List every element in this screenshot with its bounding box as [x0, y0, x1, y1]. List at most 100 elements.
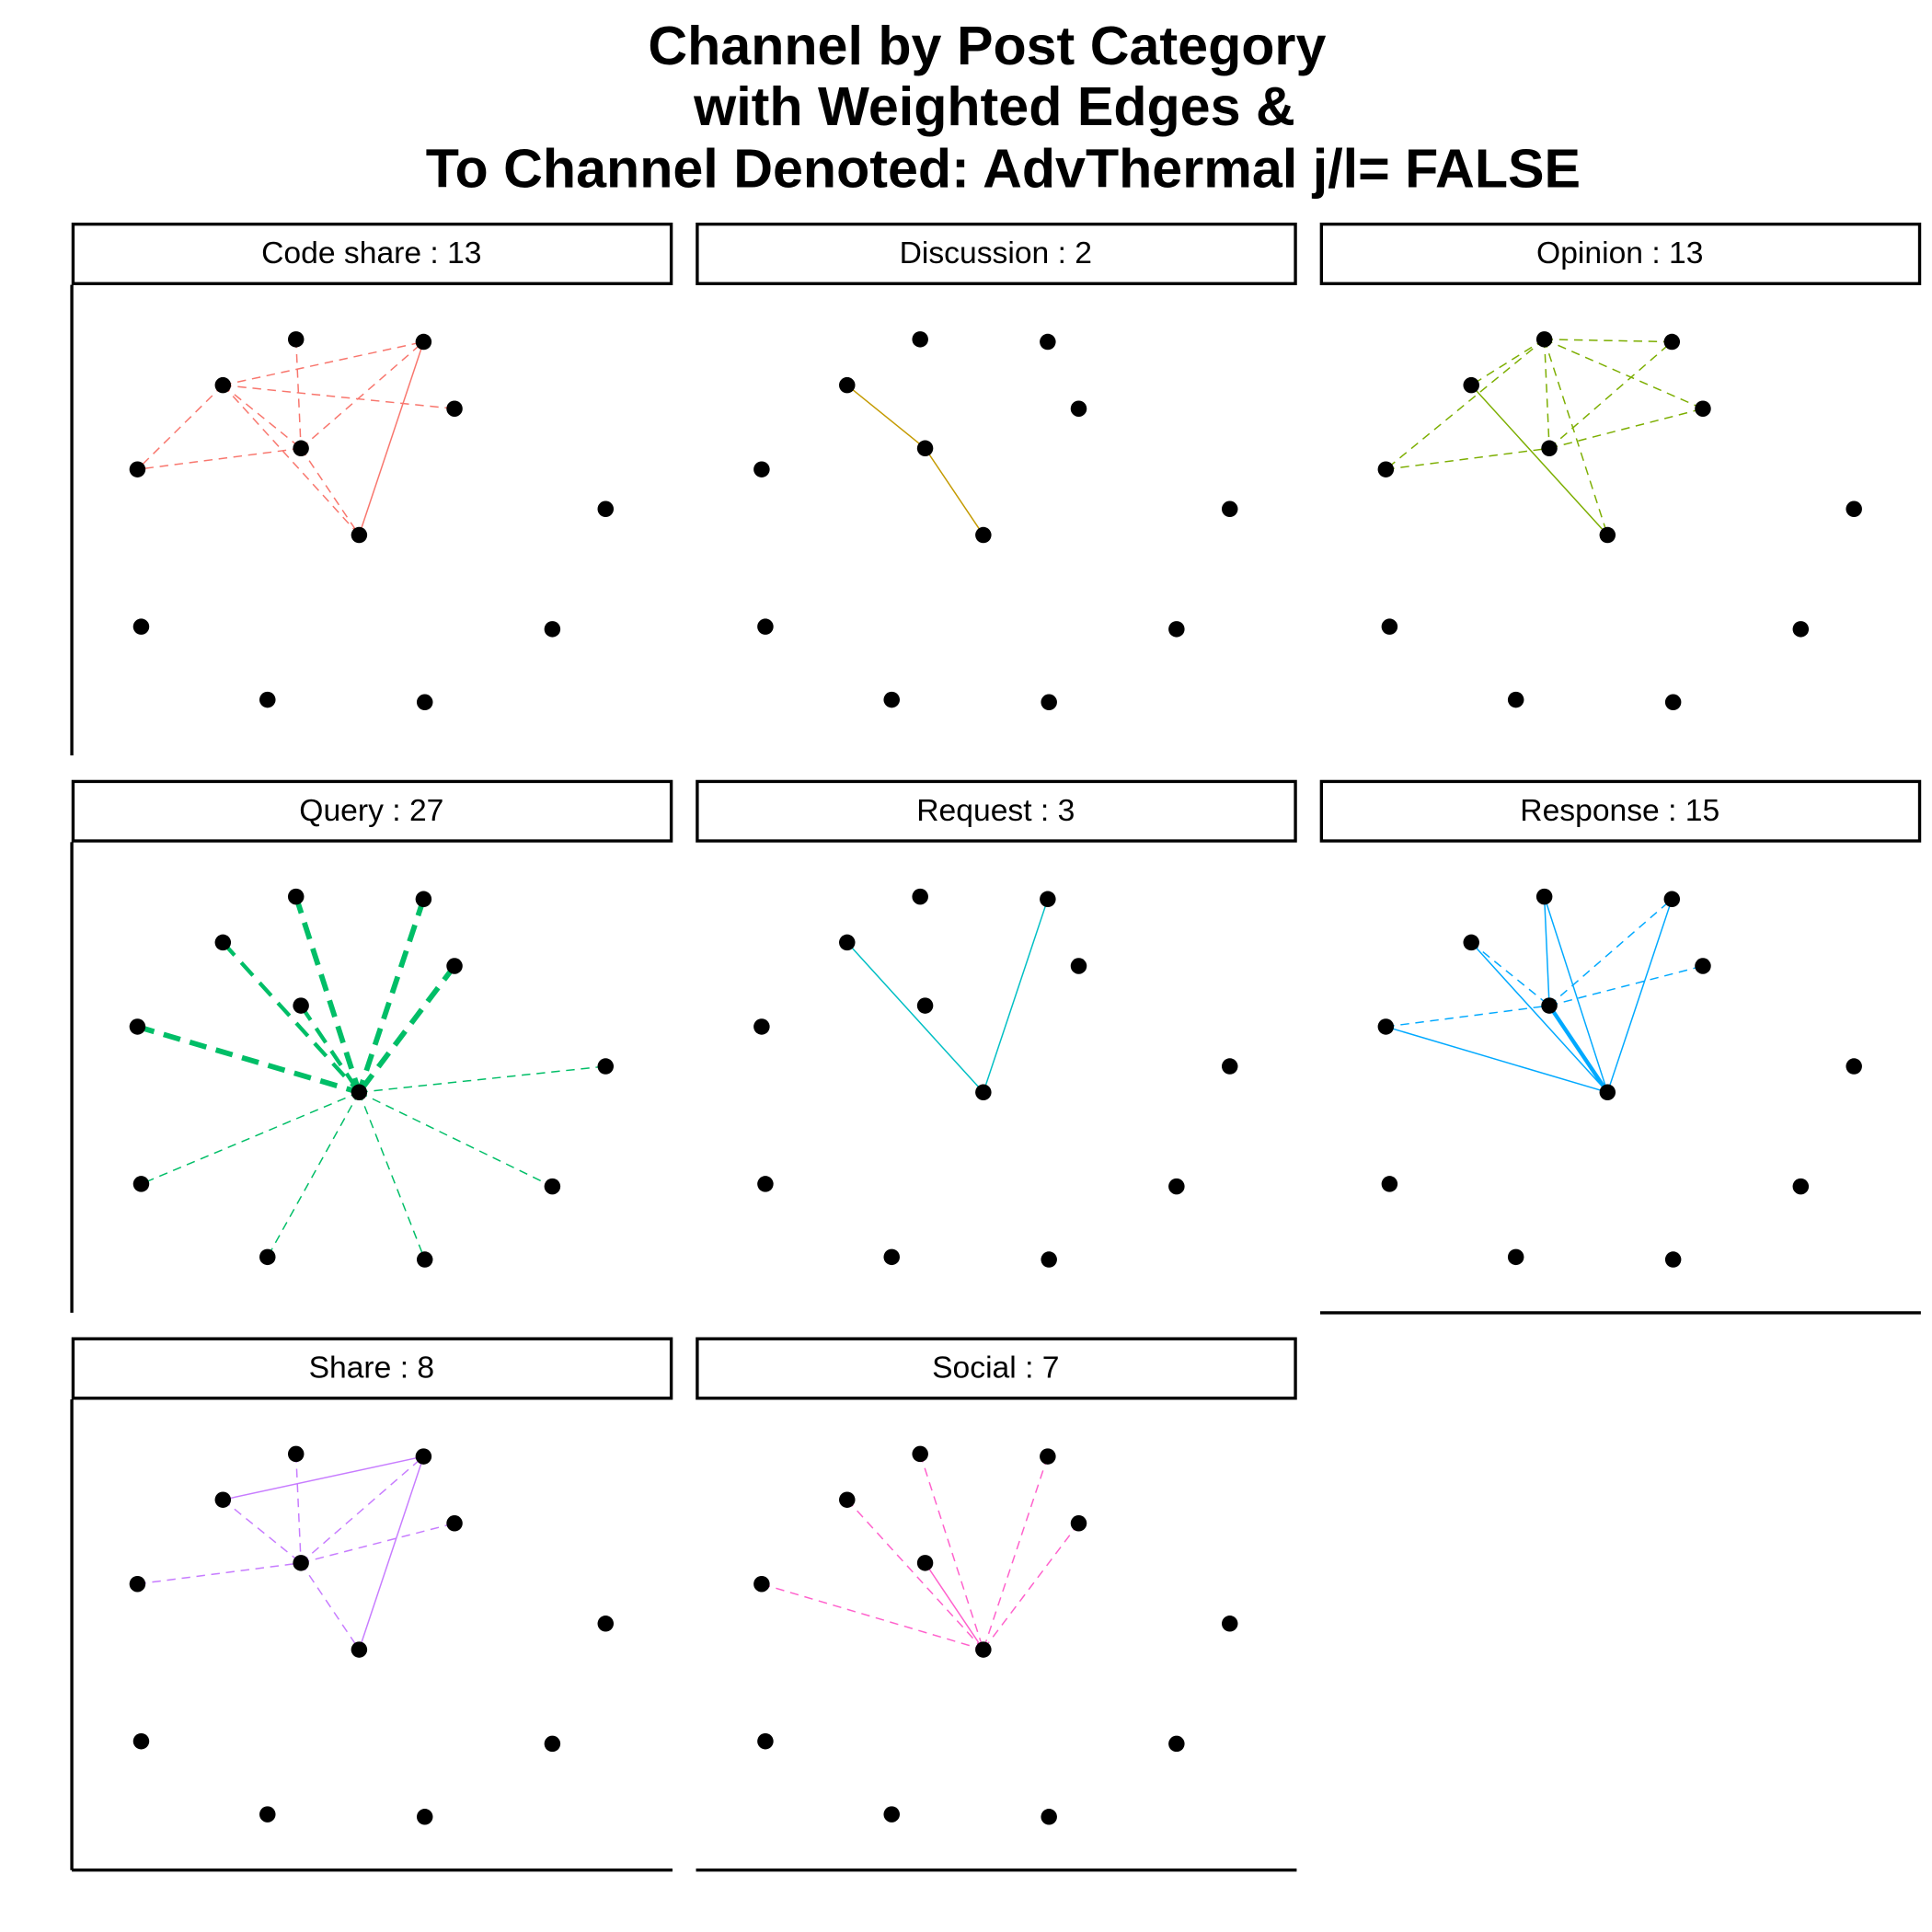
edge	[300, 447, 360, 535]
strip	[71, 779, 673, 843]
edge	[223, 384, 455, 409]
node	[1168, 1735, 1185, 1753]
node	[129, 461, 146, 477]
node	[1663, 891, 1681, 908]
strip	[71, 222, 673, 285]
edge	[221, 940, 361, 1094]
edge	[222, 385, 302, 449]
node	[753, 1018, 770, 1035]
edge	[1470, 941, 1550, 1006]
edge	[1548, 408, 1704, 450]
node	[1381, 1176, 1398, 1192]
edge	[358, 1455, 425, 1650]
edge	[1548, 965, 1704, 1006]
node	[544, 1735, 561, 1753]
edge	[1470, 941, 1608, 1093]
edge	[983, 899, 1049, 1093]
node	[1664, 1251, 1682, 1268]
edge	[359, 1091, 553, 1188]
node	[1541, 440, 1558, 457]
node	[132, 618, 150, 635]
node	[132, 1176, 150, 1192]
node	[916, 997, 934, 1014]
node	[544, 1178, 561, 1195]
node	[912, 331, 928, 348]
node	[416, 694, 433, 711]
node	[753, 1575, 770, 1593]
node	[597, 1058, 615, 1075]
strip	[1319, 779, 1922, 843]
strip-label: Code share : 13	[261, 236, 481, 270]
node	[1221, 500, 1238, 518]
node	[287, 331, 305, 348]
strip-label: Opinion : 13	[1536, 236, 1703, 270]
strip	[1319, 222, 1922, 285]
edge	[137, 447, 302, 470]
node	[293, 440, 309, 457]
edge	[1606, 899, 1673, 1093]
edge	[1543, 896, 1550, 1006]
node	[1168, 621, 1185, 638]
edge	[294, 1454, 302, 1563]
edge	[1470, 385, 1608, 536]
strip-label: Response : 15	[1520, 794, 1719, 828]
edge	[1386, 1026, 1608, 1094]
node	[1041, 1809, 1057, 1825]
node	[1535, 888, 1553, 905]
edge	[846, 1499, 984, 1650]
node	[214, 934, 232, 951]
node	[416, 1809, 433, 1825]
node	[757, 1176, 774, 1192]
node	[214, 1491, 232, 1508]
node	[912, 888, 928, 905]
strip-label: Social : 7	[932, 1351, 1059, 1386]
strip	[696, 779, 1297, 843]
node	[129, 1575, 146, 1593]
node	[839, 934, 856, 951]
node	[753, 461, 770, 477]
node	[446, 1515, 463, 1532]
node	[1792, 621, 1810, 638]
edge	[846, 941, 984, 1093]
node	[883, 691, 900, 708]
node	[351, 1084, 368, 1101]
edge	[300, 340, 424, 449]
edge	[919, 1454, 984, 1650]
edge	[300, 1523, 455, 1564]
strip	[71, 1337, 673, 1400]
node	[1507, 1248, 1524, 1266]
edge	[356, 898, 427, 1094]
node	[975, 1641, 992, 1658]
strip-label: Query : 27	[299, 794, 443, 828]
node	[1599, 526, 1616, 544]
node	[544, 621, 561, 638]
edge	[1386, 447, 1550, 470]
node	[1463, 376, 1479, 394]
edge	[223, 340, 424, 386]
node	[259, 691, 276, 708]
node	[916, 440, 934, 457]
node	[446, 958, 463, 974]
node	[757, 618, 774, 635]
node	[883, 1806, 900, 1823]
node	[1663, 333, 1681, 351]
node	[1695, 958, 1711, 974]
strip-label: Share : 8	[309, 1351, 435, 1386]
edge	[1548, 898, 1673, 1006]
node	[883, 1248, 900, 1266]
strip-label: Discussion : 2	[900, 236, 1092, 270]
node	[1070, 958, 1087, 974]
node	[975, 1084, 992, 1101]
edge	[267, 1091, 361, 1258]
node	[1541, 997, 1558, 1014]
node	[1040, 333, 1056, 351]
node	[1377, 461, 1395, 477]
node	[287, 888, 305, 905]
edge	[924, 447, 984, 535]
node	[446, 400, 463, 417]
edge	[1543, 339, 1609, 535]
node	[839, 1491, 856, 1508]
edge	[1385, 339, 1546, 470]
node	[1846, 500, 1862, 518]
